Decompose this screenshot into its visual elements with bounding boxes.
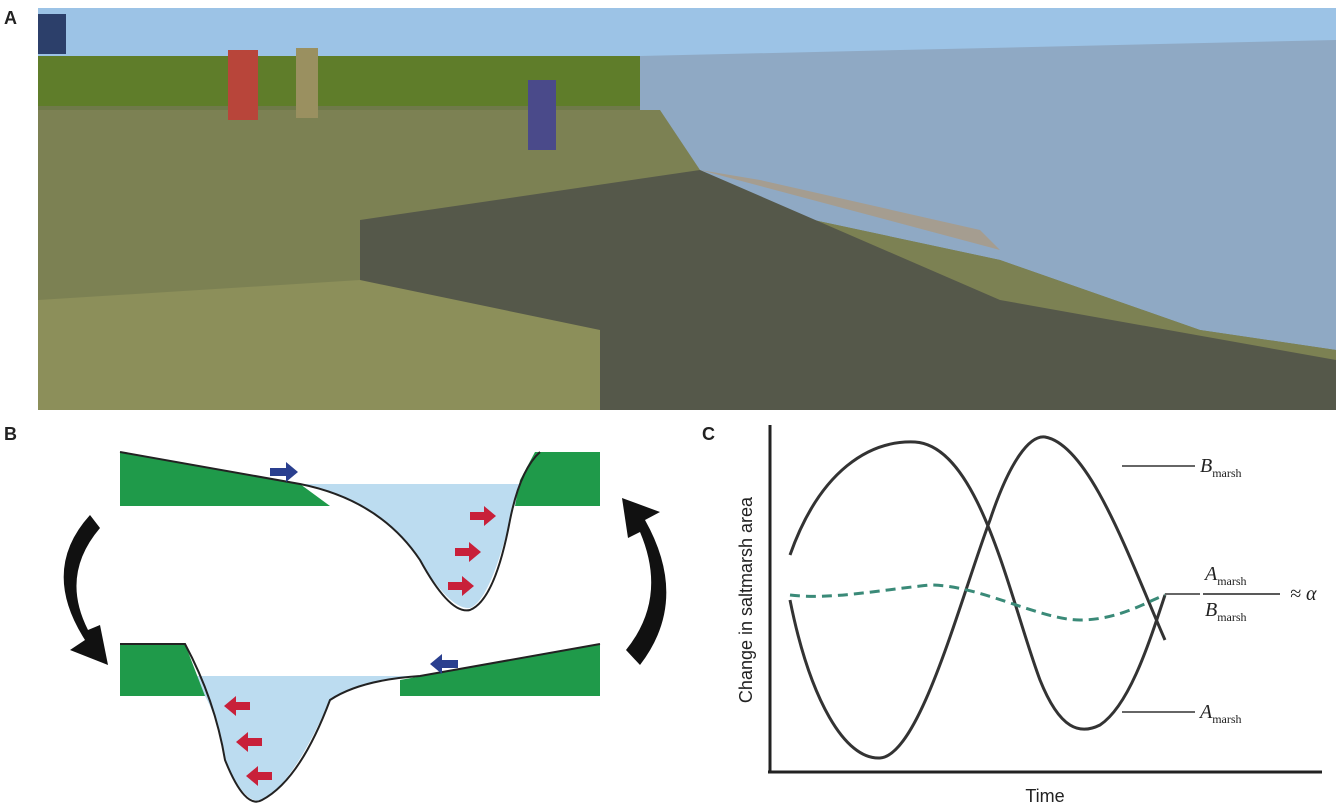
diagram-bottom: [120, 643, 601, 803]
diagram-top: [119, 451, 600, 612]
curve-label: Amarsh: [1198, 701, 1242, 726]
y-axis-label: Change in saltmarsh area: [736, 496, 756, 703]
axes: [768, 425, 1322, 774]
ratio-relation: ≈ α: [1290, 583, 1317, 605]
panel-label: C: [702, 424, 715, 444]
panel-label: A: [4, 8, 17, 28]
photo: [38, 8, 1336, 410]
ratio-denominator: Bmarsh: [1205, 599, 1247, 624]
x-axis-label: Time: [1025, 786, 1064, 806]
curves: [788, 435, 1200, 760]
cycle-arrow: [622, 498, 667, 665]
panel-label: B: [4, 424, 17, 444]
curve-label: Bmarsh: [1200, 455, 1242, 480]
ratio-numerator: Amarsh: [1203, 563, 1247, 588]
cycle-arrow: [63, 515, 108, 665]
